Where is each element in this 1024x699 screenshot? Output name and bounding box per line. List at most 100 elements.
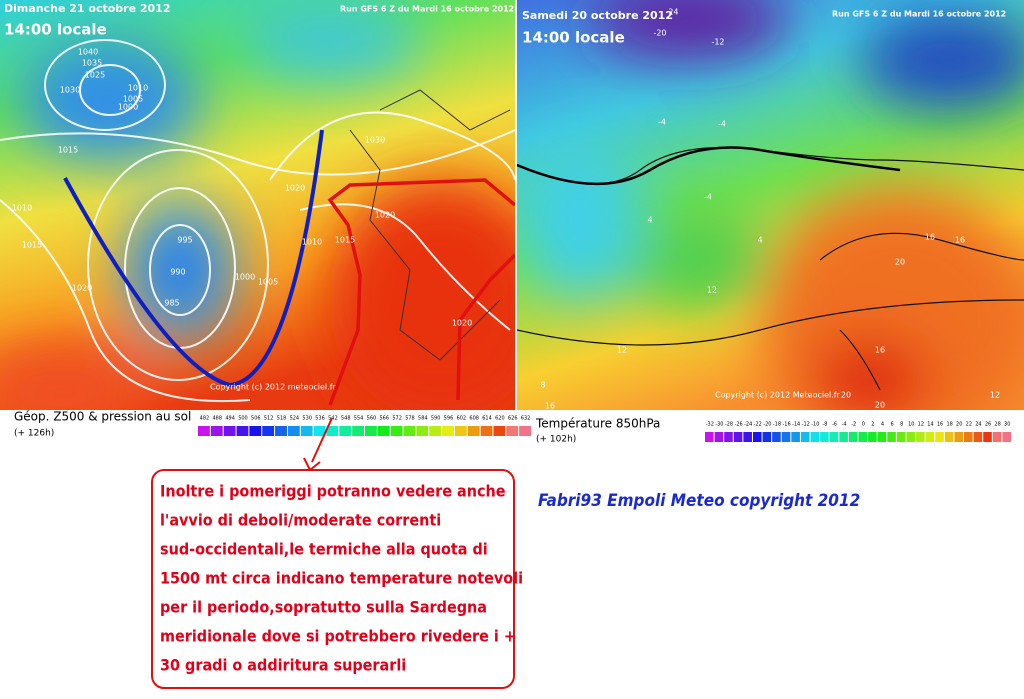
legend-label: 608	[469, 416, 479, 422]
note-line: sud-occidentali,le termiche alla quota d…	[160, 540, 488, 559]
legend-swatch	[326, 426, 339, 436]
legend-swatch	[983, 432, 992, 442]
legend-label: -4	[842, 422, 847, 428]
isobar-label: 1020	[375, 211, 395, 220]
isobar-label: 1040	[78, 48, 98, 57]
legend-swatch	[954, 432, 964, 442]
legend-label: 578	[405, 416, 415, 422]
note-line: Inoltre i pomeriggi potranno vedere anch…	[160, 482, 506, 501]
legend-swatch	[916, 432, 925, 442]
isobar-label: 1000	[118, 103, 138, 112]
legend-swatch	[210, 426, 223, 436]
legend-swatch	[964, 432, 973, 442]
temperature-label: 20	[895, 258, 905, 267]
isobar-label: 1020	[72, 284, 92, 293]
map-date: Samedi 20 octobre 2012	[522, 9, 673, 22]
legend-swatch	[829, 432, 839, 442]
legend-swatch	[762, 432, 772, 442]
legend-label: 0	[862, 422, 865, 428]
note-line: meridionale dove si potrebbero rivedere …	[160, 627, 516, 646]
legend-swatch	[493, 426, 506, 436]
temperature-label: 20	[841, 391, 851, 400]
legend-label: 26	[985, 422, 991, 428]
legend-swatch	[791, 432, 800, 442]
legend-swatch	[454, 426, 467, 436]
temperature-label: -24	[665, 8, 678, 17]
legend-swatch	[300, 426, 313, 436]
legend-swatch	[781, 432, 791, 442]
legend-swatch	[733, 432, 743, 442]
legend-swatch	[275, 426, 287, 436]
legend-swatch	[896, 432, 906, 442]
legend-label: 512	[264, 416, 274, 422]
map-lead: (+ 102h)	[536, 435, 576, 445]
legend-label: 10	[908, 422, 914, 428]
temperature-label: 16	[875, 346, 885, 355]
legend-swatch	[810, 432, 820, 442]
legend-label: 24	[975, 422, 981, 428]
temperature-label: -4	[658, 118, 666, 127]
legend-swatch	[800, 432, 810, 442]
legend-label: 566	[379, 416, 389, 422]
legend-label: 584	[418, 416, 428, 422]
legend-label: -30	[715, 422, 723, 428]
legend-swatch	[906, 432, 916, 442]
legend-label: 16	[937, 422, 943, 428]
legend-label: 590	[431, 416, 441, 422]
legend-label: -18	[773, 422, 781, 428]
legend-label: 560	[367, 416, 377, 422]
isobar-label: 985	[164, 299, 179, 308]
legend-swatch	[752, 432, 762, 442]
temperature-label: 8	[540, 381, 545, 390]
legend-label: -22	[754, 422, 762, 428]
legend-swatch	[262, 426, 275, 436]
temperature-label: 16	[545, 402, 555, 411]
isobar-label: 1010	[12, 204, 32, 213]
isobar-label: 1015	[22, 241, 42, 250]
note-line: 30 gradi o addiritura superarli	[160, 656, 406, 675]
isobar-label: 1020	[285, 184, 305, 193]
legend-swatch	[1002, 432, 1011, 442]
legend-label: 482	[200, 416, 210, 422]
right-map: -24 -20 -12 -4 -4 -4 4 4 12 12 8 16 16 16 20 16 20 20 12 S…	[517, 0, 1024, 411]
legend-swatch	[442, 426, 454, 436]
legend-label: 530	[302, 416, 312, 422]
legend-label: 542	[328, 416, 338, 422]
legend-label: -28	[725, 422, 733, 428]
legend-label: 28	[994, 422, 1000, 428]
legend-label: 506	[251, 416, 261, 422]
legend-swatch	[223, 426, 236, 436]
legend-swatch	[714, 432, 724, 442]
temperature-label: 12	[990, 391, 1000, 400]
legend-label: 18	[946, 422, 952, 428]
isobar-label: 1000	[235, 273, 255, 282]
map-caption: Température 850hPa	[535, 417, 660, 431]
legend-label: 614	[482, 416, 492, 422]
map-lead: (+ 126h)	[14, 429, 54, 439]
legend-swatch	[743, 432, 752, 442]
legend-label: 524	[290, 416, 300, 422]
legend-swatch	[429, 426, 442, 436]
legend-swatch	[925, 432, 935, 442]
legend-label: 548	[341, 416, 351, 422]
isobar-label: 1010	[128, 84, 148, 93]
legend-label: -12	[802, 422, 810, 428]
legend-label: 494	[225, 416, 235, 422]
legend-swatch	[839, 432, 848, 442]
legend-swatch	[377, 426, 390, 436]
map-run: Run GFS 6 Z du Mardi 16 octobre 2012	[340, 5, 514, 14]
legend-swatch	[287, 426, 300, 436]
isobar-label: 1030	[60, 86, 80, 95]
legend-label: 596	[444, 416, 454, 422]
legend-swatch	[416, 426, 429, 436]
temperature-label: -20	[653, 29, 666, 38]
legend-swatch	[992, 432, 1002, 442]
legend-label: 8	[900, 422, 903, 428]
legend-swatch	[519, 426, 531, 436]
legend-swatch	[480, 426, 493, 436]
map-caption: Géop. Z500 & pression au sol	[14, 410, 191, 424]
isobar-label: 1015	[335, 236, 355, 245]
legend-label: 626	[508, 416, 518, 422]
isobar-label: 1020	[452, 319, 472, 328]
